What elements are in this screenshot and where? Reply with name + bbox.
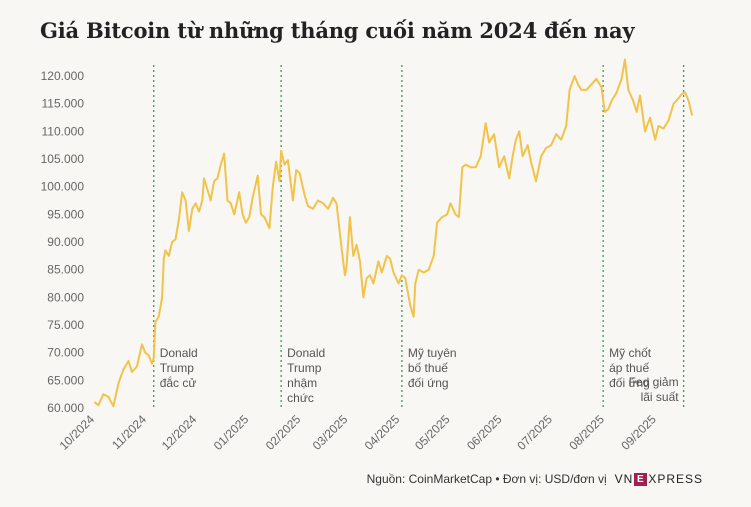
x-tick-label: 12/2024 [159, 412, 200, 453]
event-annotation-label: Donald [160, 346, 198, 360]
x-tick-label: 01/2025 [211, 412, 252, 453]
logo-text-left: VN [614, 472, 634, 486]
event-annotation-label: đối ứng [609, 376, 650, 390]
event-annotation-label: chức [287, 391, 314, 405]
x-tick-label: 06/2025 [464, 412, 505, 453]
event-annotation-label: đối ứng [408, 376, 449, 390]
bitcoin-price-line [94, 58, 693, 408]
event-annotation-label: áp thuế [609, 361, 649, 375]
logo-box: E [634, 472, 648, 486]
y-tick-label: 75.000 [47, 318, 84, 332]
x-tick-label: 08/2025 [566, 412, 607, 453]
event-annotation-label: bố thuế [408, 361, 448, 375]
vnexpress-logo: VN E XPRESS [615, 472, 703, 486]
y-tick-label: 90.000 [47, 235, 84, 249]
event-annotation-label: Mỹ tuyên [408, 346, 457, 360]
y-tick-label: 100.000 [41, 180, 85, 194]
chart-footer: Nguồn: CoinMarketCap • Đơn vị: USD/đơn v… [367, 472, 703, 486]
y-tick-label: 80.000 [47, 290, 84, 304]
logo-text-right: XPRESS [648, 472, 703, 486]
y-tick-label: 95.000 [47, 207, 84, 221]
x-tick-label: 02/2025 [263, 412, 304, 453]
x-tick-label: 09/2025 [618, 412, 659, 453]
event-annotation-label: nhậm [287, 376, 317, 390]
y-tick-label: 105.000 [41, 152, 85, 166]
x-tick-label: 07/2025 [514, 412, 555, 453]
event-annotation-label: lãi suất [641, 390, 680, 404]
y-tick-label: 110.000 [42, 124, 85, 138]
x-tick-label: 04/2025 [362, 412, 403, 453]
event-annotation-label: Trump [287, 361, 322, 375]
event-annotation-label: Trump [160, 361, 195, 375]
x-tick-label: 10/2024 [57, 412, 98, 453]
source-note: Nguồn: CoinMarketCap • Đơn vị: USD/đơn v… [366, 472, 607, 486]
y-tick-label: 60.000 [47, 401, 84, 415]
y-tick-label: 120.000 [41, 69, 85, 83]
y-tick-label: 85.000 [47, 263, 84, 277]
x-tick-label: 11/2024 [109, 412, 149, 452]
x-tick-label: 03/2025 [310, 412, 351, 453]
event-annotation-label: đắc cử [160, 375, 197, 390]
y-tick-label: 115.000 [42, 97, 85, 111]
event-annotation-label: Mỹ chốt [609, 346, 652, 360]
y-tick-label: 65.000 [47, 373, 84, 387]
x-tick-label: 05/2025 [412, 412, 453, 453]
event-annotation-label: Fed giảm [629, 375, 679, 389]
y-tick-label: 70.000 [47, 346, 84, 360]
chart-title: Giá Bitcoin từ những tháng cuối năm 2024… [40, 18, 635, 43]
event-annotation-label: Donald [287, 346, 325, 360]
